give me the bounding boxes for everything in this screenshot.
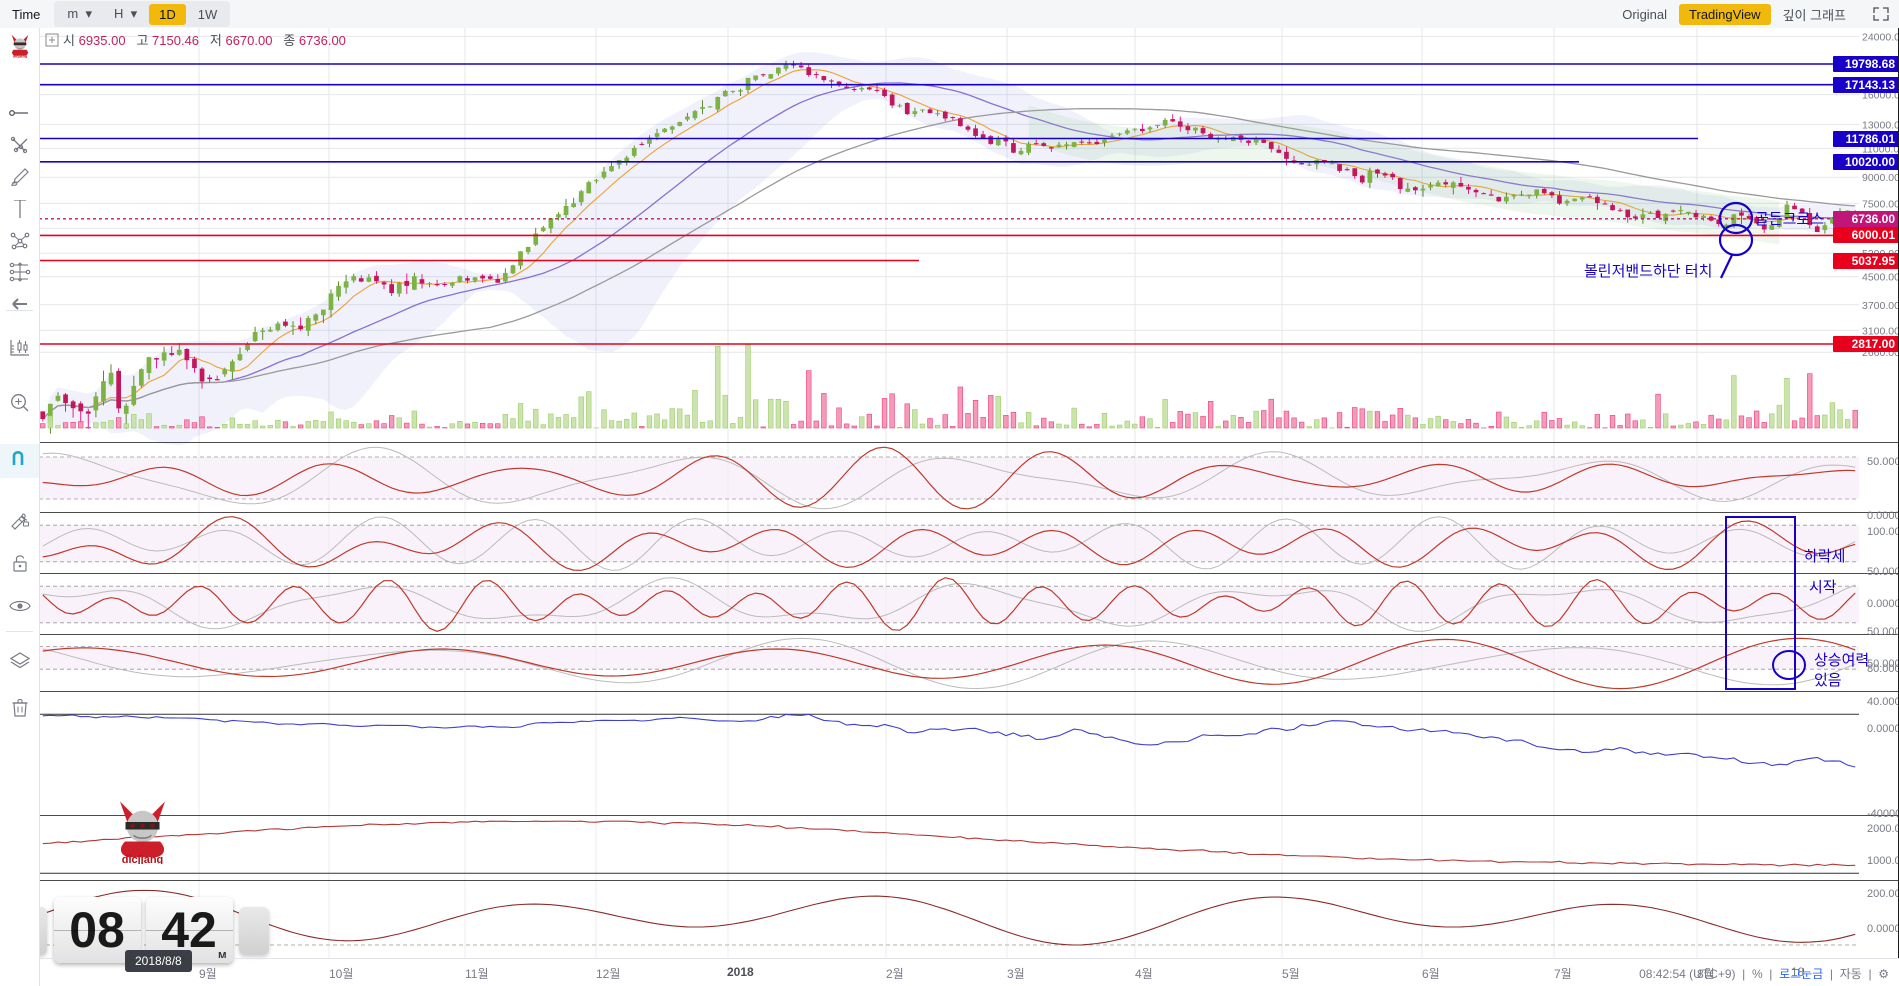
- svg-text:골든크로스: 골든크로스: [1755, 211, 1824, 228]
- svg-text:dicjjang: dicjjang: [122, 854, 164, 864]
- svg-text:dicjjang: dicjjang: [12, 54, 27, 58]
- svg-text:볼린저밴드하단 터치: 볼린저밴드하단 터치: [1584, 263, 1712, 280]
